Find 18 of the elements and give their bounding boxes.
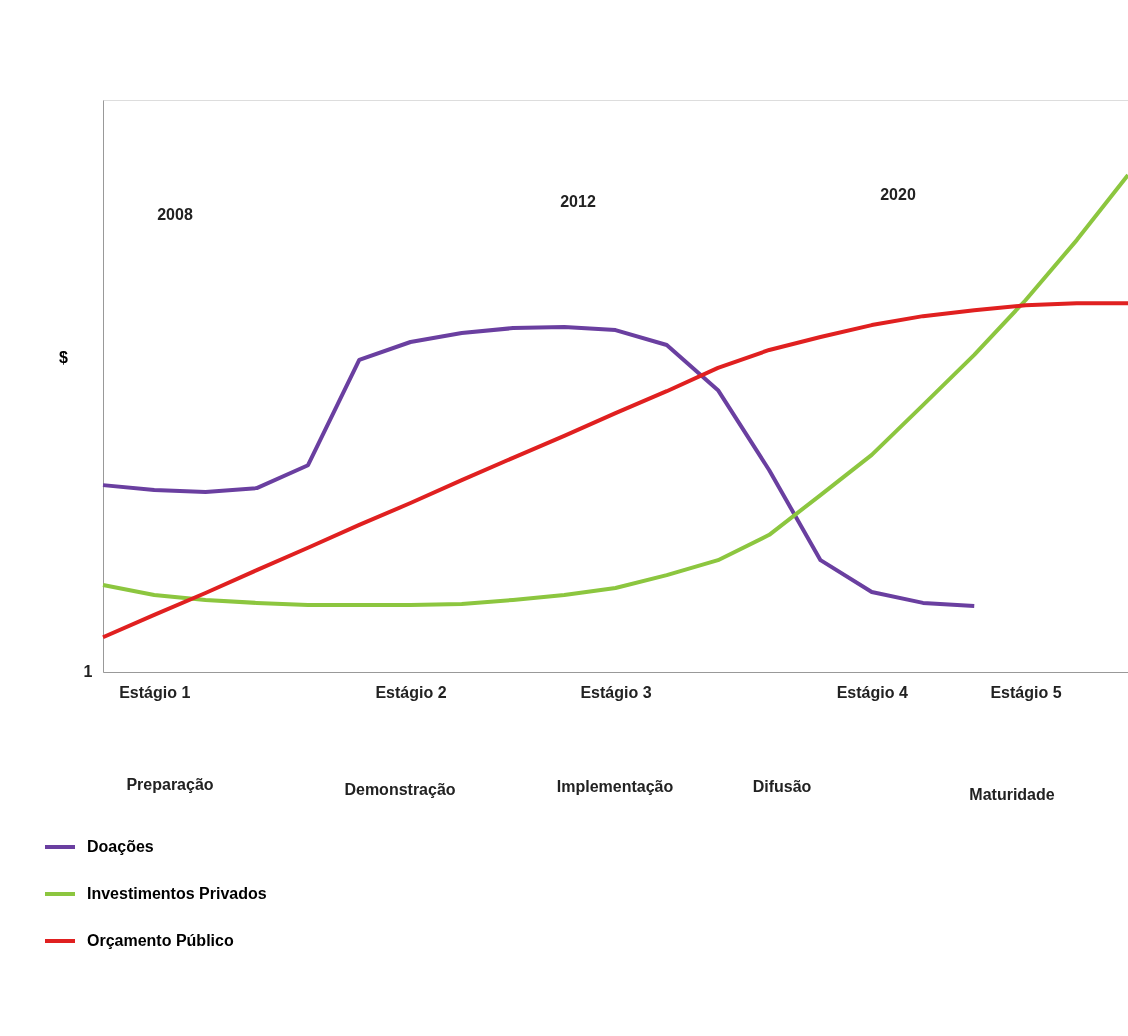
x-tick-label: Estágio 2	[375, 683, 447, 701]
text: Preparação	[126, 776, 214, 793]
legend-label: Doações	[87, 838, 154, 855]
text: Demonstração	[344, 781, 456, 798]
x-tick-label: Estágio 5	[990, 683, 1062, 701]
text: 1	[83, 663, 93, 680]
legend-label: Orçamento Público	[87, 932, 234, 949]
text: Difusão	[752, 778, 812, 795]
annotation: 2012	[560, 193, 596, 210]
text: Implementação	[556, 778, 674, 795]
x-tick-label: Estágio 1	[119, 683, 191, 701]
x-tick-label: Estágio 3	[580, 683, 652, 701]
text: Maturidade	[969, 786, 1055, 803]
legend-label: Investimentos Privados	[87, 885, 267, 902]
annotation: 2008	[157, 206, 193, 223]
x-tick-label: Estágio 4	[836, 683, 908, 701]
annotation: 2020	[880, 186, 916, 203]
y-axis-title: $	[59, 348, 69, 366]
